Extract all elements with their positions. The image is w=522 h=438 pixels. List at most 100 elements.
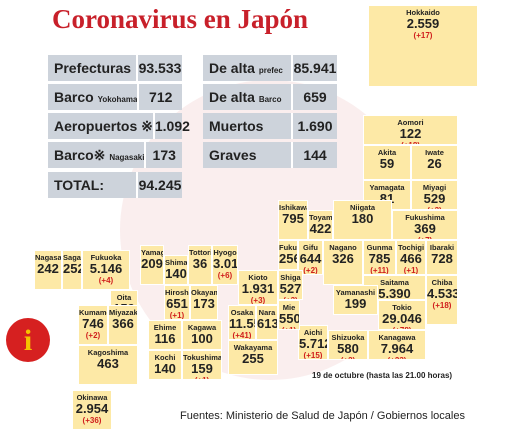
stat-value: 712 xyxy=(137,84,182,110)
stat-box: Barco※ Nagasaki 173 xyxy=(48,142,182,168)
prefecture-name: Tokushima xyxy=(183,353,222,362)
prefecture-tile: Kagoshima 463 xyxy=(78,345,138,385)
stat-box: TOTAL: 94.245 xyxy=(48,172,182,198)
prefecture-tile: Toyama422 xyxy=(308,210,333,240)
stat-label-text: De alta xyxy=(209,60,255,76)
stat-label: Aeropuertos ※ xyxy=(48,118,153,135)
prefecture-tile: Fukuoka 5.146 (+4) xyxy=(82,250,130,290)
prefecture-name: Saga xyxy=(63,253,81,262)
prefecture-tile: Ehime 116 xyxy=(148,320,182,350)
prefecture-delta: (+11) xyxy=(370,266,389,275)
prefecture-value: 242 xyxy=(37,261,59,276)
prefecture-tile: Miyazaki 366 xyxy=(108,305,138,345)
prefecture-name: Ehime xyxy=(153,323,177,332)
prefecture-tile: Gifu 644 (+2) xyxy=(298,240,323,275)
prefecture-delta: (+78) xyxy=(379,326,425,329)
stat-sublabel: Nagasaki xyxy=(109,152,145,162)
prefecture-delta: (+41) xyxy=(232,331,252,340)
stat-box: Barco Yokohama 712 xyxy=(48,84,182,110)
prefecture-value: 36 xyxy=(192,256,208,271)
prefecture-name: Aomori xyxy=(397,118,424,127)
prefecture-delta: (+4) xyxy=(98,276,114,285)
stat-label: De alta Barco xyxy=(203,89,291,105)
prefecture-delta: (+2) xyxy=(329,356,367,359)
stat-value: 93.533 xyxy=(136,55,182,81)
prefecture-tile: Iwate 26 xyxy=(411,145,458,180)
prefecture-delta: (+6) xyxy=(217,271,233,280)
prefecture-tile: Kioto 1.931 (+3) xyxy=(238,270,278,305)
stat-sublabel: prefec xyxy=(258,66,283,75)
prefecture-value: 140 xyxy=(154,361,176,376)
prefecture-delta: (+1) xyxy=(183,376,221,379)
prefecture-value: 5.390 xyxy=(378,286,411,300)
prefecture-value: 366 xyxy=(112,316,134,331)
prefecture-value: 529 xyxy=(423,191,446,206)
prefecture-tile: Ibaraki 728 xyxy=(426,240,458,275)
prefecture-name: Oita xyxy=(116,293,132,302)
prefecture-value: 613 xyxy=(257,316,278,331)
stat-box: Prefecturas 93.533 xyxy=(48,55,182,81)
prefecture-tile: Yamaguchi209 xyxy=(140,245,164,285)
prefecture-name: Tokio xyxy=(392,303,412,312)
prefecture-tile: Kagawa 100 xyxy=(182,320,222,350)
prefecture-delta: (+1) xyxy=(279,326,299,329)
stat-value: 173 xyxy=(144,142,182,168)
stat-label: TOTAL: xyxy=(48,177,136,193)
prefecture-value: 326 xyxy=(332,251,354,266)
prefecture-name: Gifu xyxy=(303,243,318,252)
stat-box: Graves 144 xyxy=(203,142,337,168)
stat-label-text: Muertos xyxy=(209,118,264,134)
prefecture-delta: (+18) xyxy=(432,301,452,310)
prefecture-name: Mie xyxy=(282,303,296,312)
prefecture-delta: (+3) xyxy=(279,296,302,299)
prefecture-tile: Hiroshima651(+1) xyxy=(164,285,190,320)
prefecture-delta: (+36) xyxy=(82,416,102,425)
prefecture-name: Wakayama xyxy=(233,343,273,352)
prefecture-name: Shiga xyxy=(280,273,301,282)
prefecture-value: 795 xyxy=(282,211,304,226)
prefecture-value: 5.146 xyxy=(89,261,123,276)
prefecture-value: 3.014 xyxy=(213,256,238,271)
prefecture-value: 255 xyxy=(242,351,264,366)
prefecture-name: Tottori xyxy=(189,248,212,257)
prefecture-delta: (+17) xyxy=(413,31,433,40)
prefecture-name: Kagoshima xyxy=(87,348,129,357)
prefecture-name: Niigata xyxy=(349,203,375,212)
prefecture-name: Ishikawa xyxy=(279,203,308,212)
prefecture-value: 785 xyxy=(368,251,391,266)
prefecture-tile: Nagasaki242 xyxy=(34,250,62,290)
prefecture-tile: Gunma 785 (+11) xyxy=(363,240,396,275)
prefecture-tile: Kumamoto746(+2) xyxy=(78,305,108,345)
stat-box: De alta Barco 659 xyxy=(203,84,337,110)
prefecture-tile: Hokkaido 2.559 (+17) xyxy=(368,5,478,87)
prefecture-name: Nara xyxy=(258,308,276,317)
prefecture-name: Kochi xyxy=(154,353,176,362)
prefecture-value: 7.964 xyxy=(380,341,414,356)
prefecture-name: Nagasaki xyxy=(35,253,62,262)
prefecture-delta: (+1) xyxy=(403,266,419,275)
prefecture-tile: Ishikawa 795 xyxy=(278,200,308,240)
stat-label-text: Aeropuertos ※ xyxy=(54,117,153,134)
prefecture-value: 100 xyxy=(191,331,213,346)
prefecture-name: Kagawa xyxy=(187,323,217,332)
prefecture-name: Tochigi xyxy=(397,243,425,252)
prefecture-delta: (+3) xyxy=(412,206,457,209)
prefecture-tile: Fukui256 xyxy=(278,240,298,270)
prefecture-tile: Nagano 326 xyxy=(323,240,363,285)
prefecture-value: 256 xyxy=(279,251,297,266)
prefecture-name: Okinawa xyxy=(76,393,108,402)
stat-label: Prefecturas xyxy=(48,60,136,76)
stat-box: Muertos 1.690 xyxy=(203,113,337,139)
prefecture-tile: Yamanashi 199 xyxy=(333,285,378,315)
prefecture-value: 159 xyxy=(191,361,213,376)
prefecture-name: Yamanashi xyxy=(335,288,376,297)
prefecture-tile: Kochi 140 xyxy=(148,350,182,380)
prefecture-name: Fukui xyxy=(279,243,298,252)
prefecture-value: 422 xyxy=(309,221,332,236)
prefecture-name: Kioto xyxy=(248,273,268,282)
prefecture-value: 5.712 xyxy=(299,336,327,351)
prefecture-name: Miyazaki xyxy=(109,308,138,317)
prefecture-value: 580 xyxy=(337,341,359,356)
